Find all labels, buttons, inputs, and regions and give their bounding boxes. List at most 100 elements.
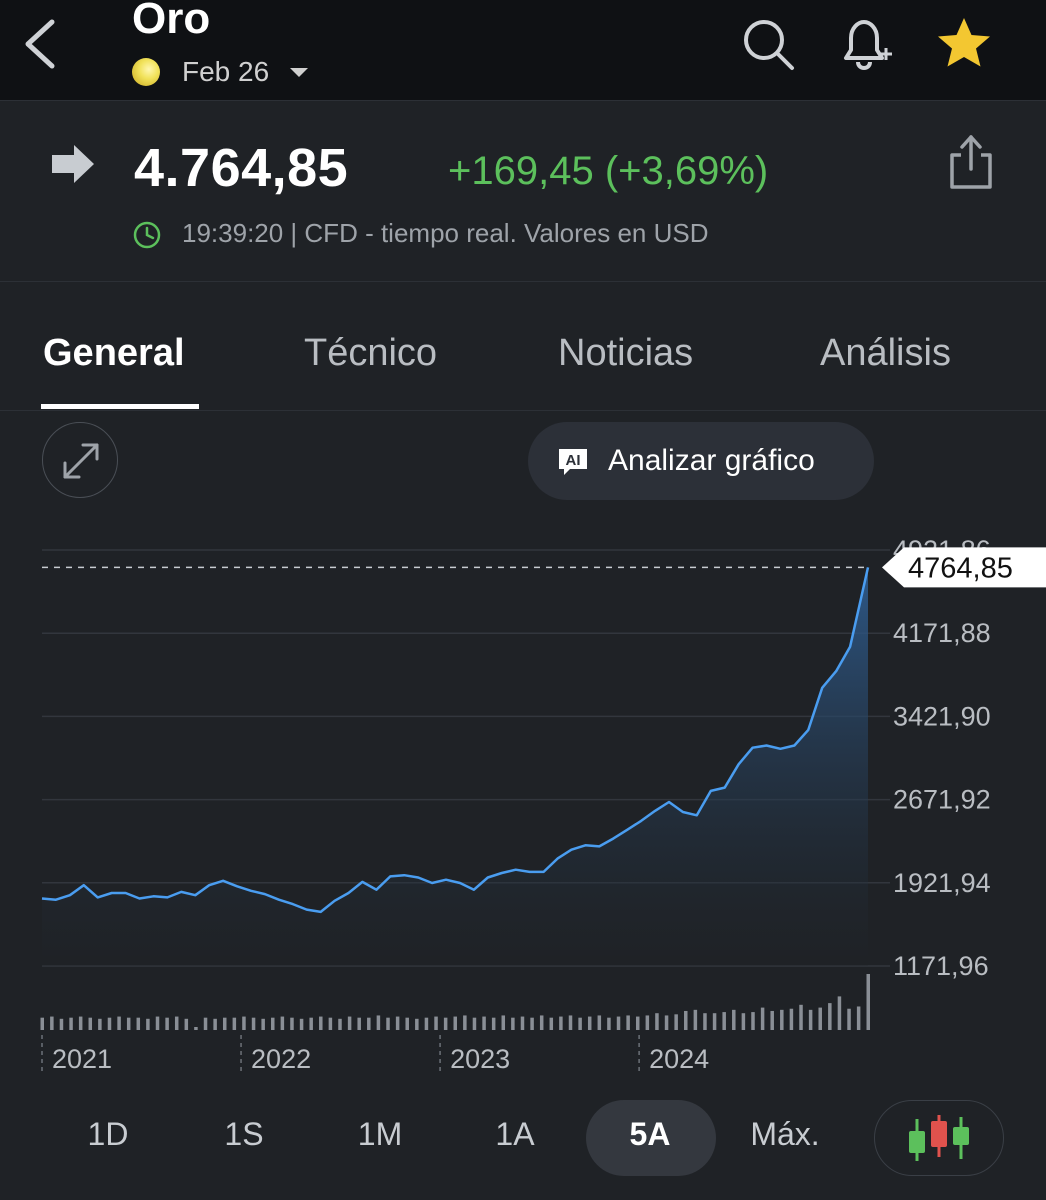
- tab-analisis[interactable]: Análisis: [820, 332, 951, 374]
- y-tick-label: 1171,96: [893, 951, 989, 981]
- volume-bar: [50, 1016, 54, 1030]
- share-icon[interactable]: [944, 131, 998, 191]
- volume-bar: [405, 1017, 409, 1030]
- volume-bar: [751, 1012, 755, 1030]
- volume-bar: [357, 1017, 361, 1030]
- last-price-label: 4764,85: [908, 552, 1013, 584]
- volume-bar: [69, 1017, 73, 1030]
- volume-bar: [251, 1017, 256, 1030]
- volume-bar: [280, 1016, 285, 1030]
- range-1a[interactable]: 1A: [495, 1116, 535, 1152]
- active-tab-indicator: [41, 404, 199, 409]
- volume-bar: [194, 1027, 198, 1030]
- volume-bar: [501, 1015, 506, 1030]
- tab-tecnico[interactable]: Técnico: [304, 332, 438, 374]
- volume-bar: [309, 1017, 313, 1030]
- x-tick-label: 2021: [52, 1044, 112, 1074]
- top-bar: Oro Feb 26: [0, 0, 1046, 101]
- tab-bar: General Técnico Noticias Análisis: [0, 282, 1046, 411]
- volume-bar: [732, 1009, 736, 1030]
- range-1m[interactable]: 1M: [357, 1116, 403, 1152]
- volume-bar: [155, 1016, 160, 1030]
- volume-bar: [222, 1017, 227, 1030]
- volume-bar: [645, 1015, 650, 1030]
- price-area: [42, 567, 868, 966]
- range-max[interactable]: Máx.: [750, 1116, 820, 1152]
- volume-bar: [88, 1017, 93, 1030]
- back-chevron-icon[interactable]: [18, 14, 68, 74]
- volume-bar: [866, 974, 870, 1030]
- analyze-chart-button[interactable]: AI Analizar gráfico: [528, 422, 874, 500]
- volume-bar: [482, 1016, 486, 1030]
- x-tick-label: 2022: [251, 1044, 311, 1074]
- volume-bar: [856, 1006, 861, 1030]
- volume-bar: [760, 1007, 765, 1030]
- volume-bar: [722, 1012, 726, 1030]
- volume-bar: [741, 1013, 746, 1030]
- volume-bar: [98, 1018, 102, 1030]
- volume-bar: [664, 1015, 669, 1030]
- volume-bar: [799, 1004, 803, 1030]
- volume-bar: [40, 1017, 44, 1030]
- ai-badge-text: AI: [566, 452, 581, 469]
- star-icon[interactable]: [934, 14, 994, 74]
- volume-bar: [828, 1003, 832, 1030]
- last-price-tag: [882, 547, 1046, 588]
- y-tick-label: 1921,94: [893, 868, 991, 898]
- ai-chat-icon: AI: [559, 449, 587, 475]
- volume-bar: [386, 1017, 390, 1030]
- range-5a[interactable]: 5A: [629, 1116, 671, 1152]
- volume-bar: [607, 1017, 611, 1030]
- page-title: Oro: [132, 0, 211, 43]
- volume-bar: [712, 1013, 717, 1030]
- y-tick-label: 2671,92: [893, 785, 991, 815]
- volume-bar: [434, 1016, 438, 1030]
- chart-type-button[interactable]: [874, 1100, 1004, 1176]
- expand-chart-button[interactable]: [42, 422, 118, 498]
- volume-bar: [626, 1015, 630, 1030]
- volume-bar: [511, 1017, 515, 1030]
- volume-bar: [472, 1017, 477, 1030]
- date-selector[interactable]: Feb 26: [182, 56, 270, 87]
- chevron-down-icon[interactable]: [290, 68, 308, 77]
- quote-meta: 19:39:20 | CFD - tiempo real. Valores en…: [182, 218, 709, 248]
- volume-bar: [539, 1015, 544, 1030]
- volume-bar: [261, 1018, 265, 1030]
- volume-bar: [117, 1016, 121, 1030]
- tab-noticias[interactable]: Noticias: [558, 332, 694, 374]
- volume-bar: [568, 1015, 573, 1030]
- volume-bar: [674, 1014, 678, 1030]
- range-1d[interactable]: 1D: [87, 1116, 129, 1152]
- volume-bar: [126, 1017, 131, 1030]
- volume-bar: [443, 1017, 448, 1030]
- volume-bar: [847, 1008, 851, 1030]
- volume-bar: [818, 1007, 822, 1030]
- analyze-chart-label: Analizar gráfico: [608, 444, 815, 477]
- volume-bar: [491, 1017, 496, 1030]
- volume-bar: [655, 1013, 659, 1030]
- active-range-background: [586, 1100, 716, 1176]
- tab-general[interactable]: General: [43, 332, 185, 374]
- y-tick-label: 3421,90: [893, 701, 991, 731]
- volume-bar: [165, 1017, 169, 1030]
- volume-bar: [424, 1017, 429, 1030]
- arrow-right-icon: [52, 145, 94, 183]
- volume-bar: [136, 1017, 141, 1030]
- volume-bar: [347, 1016, 352, 1030]
- volume-bar: [559, 1016, 563, 1030]
- volume-bar: [107, 1017, 112, 1030]
- quote-panel: 4.764,85 +169,45 (+3,69%) 19:39:20 | CFD…: [0, 101, 1046, 282]
- volume-bar: [578, 1017, 582, 1030]
- price-chart[interactable]: 4921,864171,883421,902671,921921,941171,…: [0, 520, 1046, 1090]
- volume-bar: [299, 1018, 304, 1030]
- volume-bar: [367, 1017, 371, 1030]
- volume-bar: [59, 1018, 64, 1030]
- volume-bar: [376, 1015, 381, 1030]
- bell-plus-icon[interactable]: [834, 14, 894, 74]
- volume-bar: [463, 1015, 467, 1030]
- range-1s[interactable]: 1S: [224, 1116, 264, 1152]
- volume-bar: [520, 1016, 525, 1030]
- gold-coin-icon: [132, 58, 160, 86]
- candlestick-icon: [909, 1115, 969, 1161]
- search-icon[interactable]: [738, 14, 798, 74]
